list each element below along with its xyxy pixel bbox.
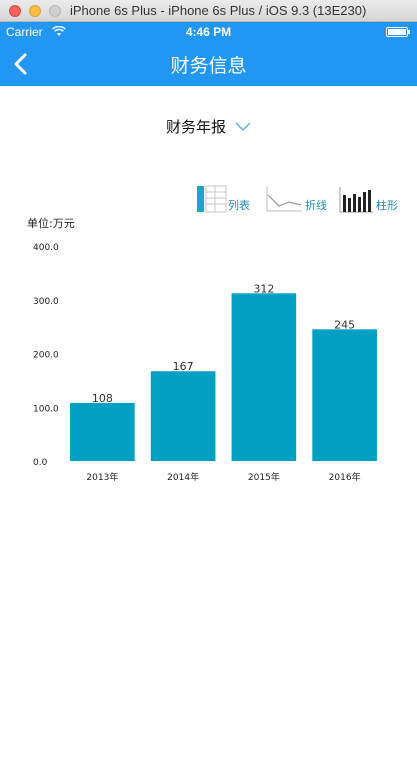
bar-value-label: 167 — [173, 360, 194, 373]
chart-unit-label: 单位:万元 — [27, 217, 75, 230]
y-tick-label: 300.0 — [33, 297, 59, 307]
table-view-label: 列表 — [228, 199, 250, 212]
bar — [70, 402, 135, 461]
revenue-bar-chart: 0.0 100.0 200.0 300.0 400.0 108 2013年 167 2014年 3… — [33, 243, 377, 483]
close-window-button[interactable] — [9, 5, 21, 17]
report-type-label: 财务年报 — [165, 118, 226, 136]
bar-view-label: 柱形 — [376, 199, 398, 212]
navigation-bar: 财务信息 — [0, 42, 417, 86]
window-title: iPhone 6s Plus - iPhone 6s Plus / iOS 9.… — [70, 3, 367, 18]
minimize-window-button[interactable] — [29, 5, 41, 17]
line-chart-icon — [266, 187, 302, 212]
y-tick-label: 0.0 — [33, 458, 48, 468]
line-view-button[interactable]: 折线 — [265, 185, 331, 215]
bar-value-label: 245 — [334, 318, 355, 331]
back-chevron-icon[interactable] — [10, 52, 34, 76]
bar-view-button[interactable]: 柱形 — [338, 185, 408, 215]
bar — [231, 293, 297, 461]
bar-value-label: 108 — [92, 392, 113, 405]
status-bar: Carrier 4:46 PM — [0, 22, 417, 42]
table-view-button[interactable]: 列表 — [197, 185, 257, 215]
battery-icon — [386, 27, 410, 37]
page-title: 财务信息 — [170, 55, 247, 77]
x-tick-label: 2016年 — [329, 471, 361, 483]
line-view-label: 折线 — [305, 199, 327, 212]
x-tick-label: 2013年 — [86, 471, 118, 483]
bar-chart-icon — [339, 187, 373, 213]
maximize-window-button[interactable] — [49, 5, 61, 17]
bar — [312, 329, 377, 461]
y-tick-label: 100.0 — [33, 404, 59, 414]
bar-value-label: 312 — [253, 282, 274, 295]
x-tick-label: 2015年 — [248, 471, 280, 483]
bar — [150, 371, 216, 461]
x-tick-label: 2014年 — [167, 471, 199, 483]
wifi-icon — [52, 26, 66, 36]
y-tick-label: 400.0 — [33, 243, 59, 253]
table-icon — [197, 185, 227, 213]
report-type-dropdown[interactable]: 财务年报 — [0, 116, 417, 137]
status-time: 4:46 PM — [185, 25, 232, 39]
y-tick-label: 200.0 — [33, 351, 59, 361]
carrier-label: Carrier — [6, 25, 43, 39]
chevron-down-icon — [235, 121, 251, 131]
simulator-title-bar: iPhone 6s Plus - iPhone 6s Plus / iOS 9.… — [0, 0, 417, 22]
